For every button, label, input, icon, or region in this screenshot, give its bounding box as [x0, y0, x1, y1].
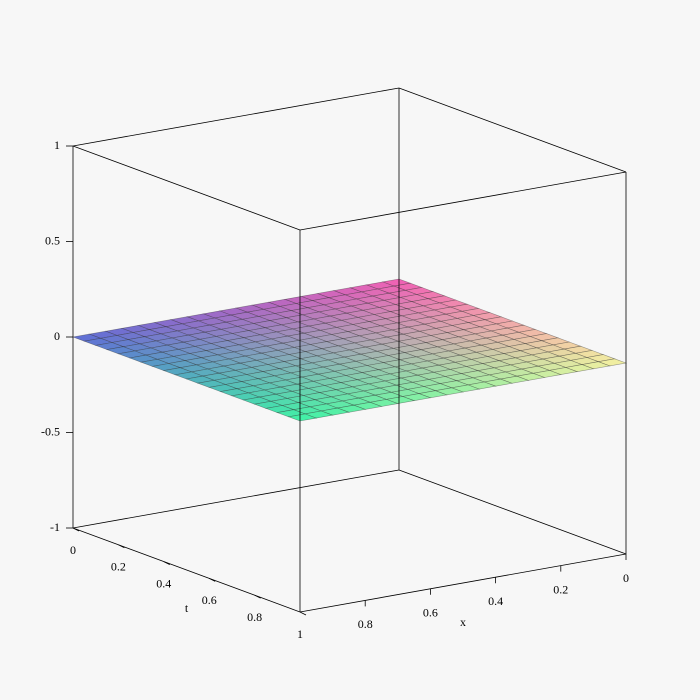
z-tick-label: -1: [50, 520, 60, 534]
box-edge: [72, 469, 400, 529]
x-tick-label: 0: [623, 571, 629, 585]
box-edge: [299, 171, 627, 231]
t-tick: [118, 544, 125, 549]
surface: [71, 278, 628, 422]
t-tick: [299, 611, 307, 616]
x-tick-label: 0.2: [553, 582, 568, 596]
z-tick-label: 0.5: [45, 233, 60, 247]
box-edge: [72, 145, 301, 231]
box-edge: [398, 87, 627, 173]
x-tick-label: 0.4: [488, 594, 503, 608]
t-tick-label: 0.2: [111, 560, 126, 574]
x-tick-label: 0.6: [423, 606, 438, 620]
t-tick-label: 0.8: [247, 610, 262, 624]
t-tick: [209, 578, 216, 582]
t-tick: [254, 594, 261, 599]
t-tick-label: 1: [297, 627, 303, 641]
t-tick-label: 0.4: [156, 576, 171, 590]
z-tick-label: 0: [54, 329, 60, 343]
t-axis-label: t: [185, 601, 189, 615]
t-tick-label: 0.6: [202, 593, 217, 607]
t-tick: [72, 527, 80, 532]
t-tick-label: 0: [70, 543, 76, 557]
box-edge: [299, 553, 627, 613]
z-tick-label: 1: [54, 138, 60, 152]
box-edge: [72, 527, 301, 613]
axes: x t -1 -0.5 0 0.5 1 0 0.2 0.4 0.6 0.8 1 0 0.2 0.4 0.6 0…: [41, 138, 629, 641]
box-edge: [72, 87, 400, 147]
t-tick: [163, 561, 170, 565]
z-tick-label: -0.5: [41, 424, 60, 438]
x-tick-label: 0.8: [358, 617, 373, 631]
x-axis-label: x: [460, 615, 466, 629]
box-edge: [398, 469, 627, 555]
